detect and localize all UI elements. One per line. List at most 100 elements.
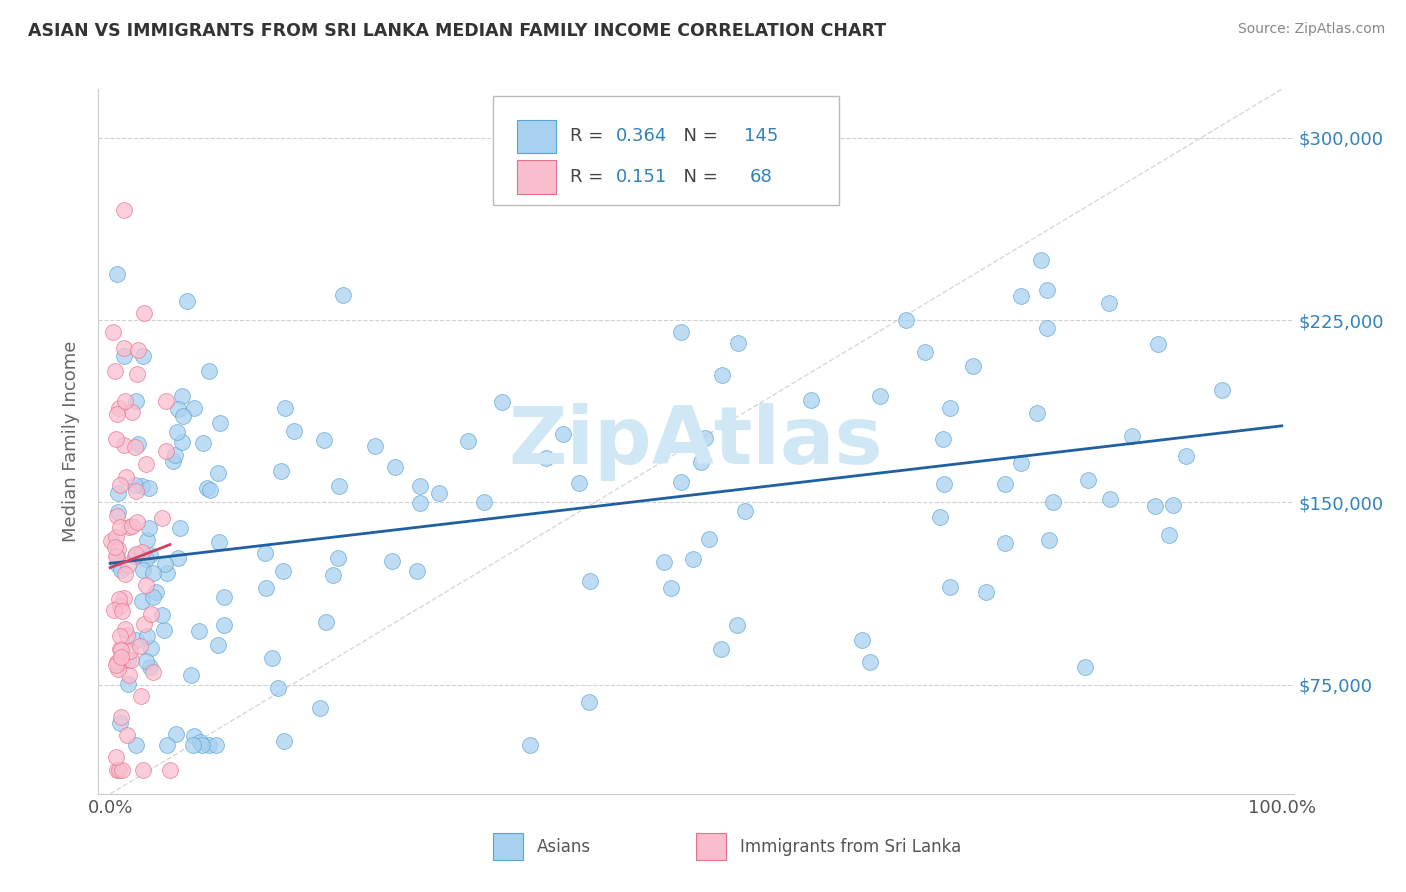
Point bbox=[115, 628, 138, 642]
Point bbox=[117, 558, 139, 573]
Point bbox=[800, 392, 823, 407]
Point bbox=[1143, 499, 1166, 513]
Point bbox=[104, 364, 127, 378]
Point bbox=[214, 590, 236, 604]
Point bbox=[110, 710, 132, 724]
Point bbox=[727, 335, 749, 350]
Point bbox=[690, 454, 713, 468]
Point bbox=[107, 541, 129, 556]
Point bbox=[135, 552, 157, 566]
Point bbox=[669, 475, 692, 489]
Point bbox=[108, 478, 131, 492]
Point bbox=[120, 653, 142, 667]
Point bbox=[283, 424, 305, 438]
Text: R =: R = bbox=[571, 128, 609, 145]
Point bbox=[273, 401, 295, 415]
Point bbox=[108, 599, 131, 613]
Point bbox=[138, 521, 160, 535]
Point bbox=[136, 629, 159, 643]
Point bbox=[914, 345, 936, 359]
Point bbox=[117, 677, 139, 691]
Point bbox=[172, 409, 194, 423]
Point bbox=[180, 667, 202, 681]
Point bbox=[568, 476, 591, 491]
Point bbox=[328, 550, 350, 565]
Point bbox=[167, 550, 190, 565]
Point bbox=[962, 359, 984, 373]
Point bbox=[156, 739, 179, 753]
Point bbox=[207, 467, 229, 481]
Point bbox=[110, 643, 132, 657]
Point bbox=[994, 535, 1017, 549]
Point bbox=[120, 643, 142, 657]
Point bbox=[114, 470, 136, 484]
Point bbox=[183, 401, 205, 415]
Point bbox=[132, 763, 155, 777]
Point bbox=[142, 665, 165, 680]
Point bbox=[725, 617, 748, 632]
Point bbox=[104, 657, 127, 672]
Point bbox=[408, 479, 430, 493]
Point bbox=[176, 293, 198, 308]
Point bbox=[207, 638, 229, 652]
Point bbox=[127, 368, 149, 382]
Point bbox=[159, 763, 181, 777]
Point bbox=[112, 438, 135, 452]
Point bbox=[131, 545, 153, 559]
Point bbox=[381, 554, 404, 568]
Point bbox=[107, 505, 129, 519]
Point bbox=[103, 325, 125, 339]
Point bbox=[332, 288, 354, 302]
Point bbox=[132, 306, 155, 320]
Point bbox=[267, 681, 290, 695]
Point bbox=[153, 623, 176, 637]
Point bbox=[710, 368, 733, 382]
Text: ASIAN VS IMMIGRANTS FROM SRI LANKA MEDIAN FAMILY INCOME CORRELATION CHART: ASIAN VS IMMIGRANTS FROM SRI LANKA MEDIA… bbox=[28, 22, 886, 40]
Point bbox=[260, 651, 283, 665]
Point bbox=[139, 548, 162, 562]
Point bbox=[406, 564, 429, 578]
Point bbox=[132, 349, 155, 363]
Point bbox=[1025, 406, 1047, 420]
Point bbox=[110, 564, 132, 578]
Point bbox=[114, 567, 136, 582]
Text: 68: 68 bbox=[749, 169, 772, 186]
Text: N =: N = bbox=[672, 128, 724, 145]
Point bbox=[162, 454, 184, 468]
Point bbox=[125, 394, 148, 409]
Point bbox=[682, 551, 704, 566]
Point bbox=[104, 540, 127, 554]
Point bbox=[208, 535, 231, 549]
Point bbox=[198, 483, 221, 497]
Point bbox=[110, 519, 132, 533]
Point bbox=[1121, 429, 1143, 443]
Point bbox=[198, 364, 221, 378]
Point bbox=[155, 444, 177, 458]
Point bbox=[869, 388, 891, 402]
Point bbox=[1077, 473, 1099, 487]
Point bbox=[169, 521, 191, 535]
Point bbox=[170, 389, 193, 403]
Point bbox=[107, 486, 129, 500]
Point bbox=[894, 313, 917, 327]
Point bbox=[1010, 456, 1032, 470]
Point bbox=[112, 202, 135, 217]
Text: Immigrants from Sri Lanka: Immigrants from Sri Lanka bbox=[740, 838, 962, 855]
Text: 145: 145 bbox=[744, 128, 778, 145]
Point bbox=[105, 407, 128, 421]
Point bbox=[108, 629, 131, 643]
Text: R =: R = bbox=[571, 169, 616, 186]
Point bbox=[1211, 383, 1233, 397]
Point bbox=[170, 434, 193, 449]
Point bbox=[671, 325, 693, 339]
Point bbox=[125, 484, 148, 499]
Point bbox=[111, 654, 134, 668]
Point bbox=[457, 434, 479, 448]
Point bbox=[141, 590, 163, 604]
Point bbox=[697, 532, 720, 546]
Point bbox=[187, 624, 209, 638]
Point bbox=[578, 695, 600, 709]
Bar bbox=[517, 120, 557, 153]
Point bbox=[1042, 495, 1064, 509]
Point bbox=[108, 401, 131, 416]
